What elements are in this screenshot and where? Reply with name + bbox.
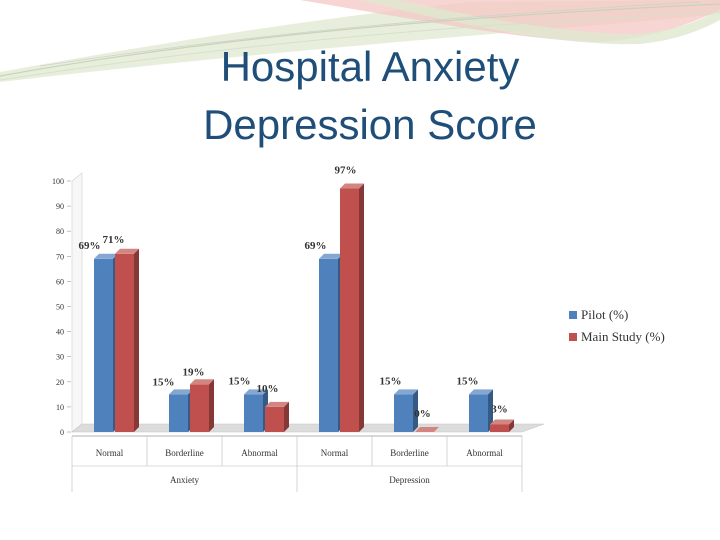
bar-top <box>394 389 418 395</box>
y-tick-label: 20 <box>56 378 64 387</box>
side-wall <box>71 172 83 433</box>
group-label: Depression <box>389 475 430 485</box>
bar-top <box>340 183 364 189</box>
bar-top <box>319 253 343 259</box>
bar-face <box>394 394 413 432</box>
bar-side <box>413 389 418 432</box>
x-tick-label: Normal <box>96 448 124 458</box>
bar-top <box>115 248 139 254</box>
title-line-2: Depression Score <box>203 101 537 148</box>
data-label: 3% <box>491 403 508 415</box>
bar-top <box>265 401 289 407</box>
y-tick-label: 90 <box>56 202 64 211</box>
data-label: 71% <box>103 234 125 246</box>
y-tick-label: 50 <box>56 303 64 312</box>
legend-label: Pilot (%) <box>581 307 628 322</box>
y-tick-label: 60 <box>56 277 64 286</box>
data-label: 97% <box>335 165 357 177</box>
x-tick-label: Borderline <box>390 448 429 458</box>
data-label: 19% <box>183 366 205 378</box>
y-tick-label: 10 <box>56 403 64 412</box>
bar-top <box>490 419 514 425</box>
legend-label: Main Study (%) <box>581 329 665 344</box>
bar-top <box>169 389 193 395</box>
y-tick-label: 0 <box>60 428 64 437</box>
bar-side <box>359 183 364 432</box>
bar-face <box>490 424 509 432</box>
bar-side <box>509 419 514 432</box>
y-tick-label: 40 <box>56 328 64 337</box>
x-tick-label: Abnormal <box>466 448 503 458</box>
bar-face <box>190 384 209 432</box>
slide-title: Hospital Anxiety Depression Score <box>110 38 630 154</box>
data-label: 15% <box>457 375 479 387</box>
slide-decoration <box>0 0 720 82</box>
bar-top <box>190 379 214 385</box>
bar-face <box>265 406 284 432</box>
bar-top <box>244 389 268 395</box>
data-label: 0% <box>414 408 431 420</box>
data-label: 15% <box>380 375 402 387</box>
group-label: Anxiety <box>170 475 199 485</box>
bar-face <box>319 258 338 432</box>
data-label: 15% <box>153 376 175 388</box>
bar-face <box>340 188 359 432</box>
bar-face <box>94 258 113 432</box>
data-label: 69% <box>79 240 101 252</box>
bar-side <box>488 389 493 432</box>
data-label: 69% <box>305 240 327 252</box>
legend-swatch <box>569 333 577 341</box>
y-tick-label: 70 <box>56 252 64 261</box>
bar-side <box>134 248 139 432</box>
bar-top <box>415 427 439 432</box>
x-tick-label: Borderline <box>165 448 204 458</box>
data-label: 10% <box>257 383 279 395</box>
x-tick-label: Abnormal <box>241 448 278 458</box>
y-tick-label: 80 <box>56 227 64 236</box>
legend-swatch <box>569 311 577 319</box>
bar-face <box>169 394 188 432</box>
bar-top <box>469 389 493 395</box>
title-line-1: Hospital Anxiety <box>220 43 520 90</box>
bar-side <box>284 401 289 432</box>
data-label: 15% <box>229 375 251 387</box>
bar-top <box>94 253 118 259</box>
bar-face <box>115 253 134 432</box>
y-tick-label: 30 <box>56 353 64 362</box>
bar-side <box>209 379 214 432</box>
bar-face <box>469 394 488 432</box>
bar-face <box>244 394 263 432</box>
y-tick-label: 100 <box>52 177 64 186</box>
x-tick-label: Normal <box>321 448 349 458</box>
